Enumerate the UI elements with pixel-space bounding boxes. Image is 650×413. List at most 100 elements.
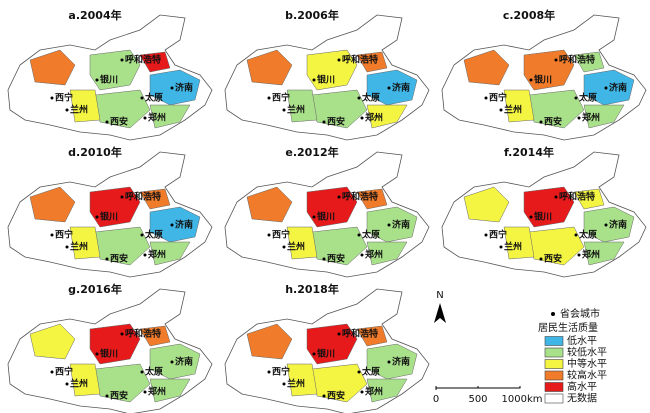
capital-dot xyxy=(120,332,124,336)
region xyxy=(29,323,76,360)
panel-title: d.2010年 xyxy=(68,145,122,159)
region xyxy=(149,378,191,403)
city-label: 银川 xyxy=(100,348,118,360)
capital-dot xyxy=(529,78,533,82)
panel-title: c.2008年 xyxy=(503,8,555,22)
capital-dot xyxy=(337,58,341,62)
city-label: 济南 xyxy=(175,356,193,368)
city-label: 兰州 xyxy=(504,241,522,253)
legend-swatch xyxy=(544,393,564,404)
city-label: 济南 xyxy=(392,219,410,231)
region xyxy=(583,241,625,266)
region xyxy=(286,226,318,260)
city-label: 西宁 xyxy=(489,229,507,241)
city-label: 银川 xyxy=(317,74,335,86)
scale-bar xyxy=(435,386,521,390)
scale-label: 0 xyxy=(433,394,439,405)
legend-swatch xyxy=(544,359,564,369)
city-label: 济南 xyxy=(392,356,410,368)
city-label: 呼和浩特 xyxy=(125,54,161,66)
capital-dot xyxy=(604,86,608,90)
region xyxy=(89,323,141,365)
region xyxy=(306,323,358,365)
city-label: 银川 xyxy=(534,211,552,223)
scale-label: 500 xyxy=(468,394,487,405)
capital-dot xyxy=(95,215,99,219)
city-label: 西安 xyxy=(544,116,562,128)
city-label: 西宁 xyxy=(55,229,73,241)
city-label: 兰州 xyxy=(70,104,88,116)
region xyxy=(523,49,575,91)
capital-dot xyxy=(50,96,54,100)
region xyxy=(583,104,625,129)
capital-dot xyxy=(105,257,109,261)
capital-dot xyxy=(105,394,109,398)
city-label: 西宁 xyxy=(272,229,290,241)
capital-dot xyxy=(484,96,488,100)
city-label: 郑州 xyxy=(148,112,166,124)
capital-dot xyxy=(529,215,533,219)
city-label: 兰州 xyxy=(504,104,522,116)
city-label: 太原 xyxy=(361,366,380,378)
city-label: 太原 xyxy=(361,92,380,104)
panel-title: f.2014年 xyxy=(504,145,554,159)
city-label: 西安 xyxy=(327,390,345,402)
capital-dot xyxy=(312,215,316,219)
capital-dot xyxy=(282,108,286,112)
capital-dot xyxy=(554,58,558,62)
capital-dot xyxy=(120,195,124,199)
region xyxy=(29,186,76,223)
capital-dot xyxy=(143,390,147,394)
capital-dot xyxy=(267,233,271,237)
legend-swatch xyxy=(544,370,564,381)
capital-dot xyxy=(50,370,54,374)
city-label: 西宁 xyxy=(55,366,73,378)
capital-dot xyxy=(357,96,361,100)
capital-dot xyxy=(360,390,364,394)
city-label: 太原 xyxy=(578,229,597,241)
legend-label: 中等水平 xyxy=(567,357,607,370)
capital-dot xyxy=(574,233,578,237)
region xyxy=(503,226,535,260)
scale-label: 1000km xyxy=(502,394,543,405)
capital-dot xyxy=(337,332,341,336)
city-label: 呼和浩特 xyxy=(342,54,378,66)
legend-label: 无数据 xyxy=(567,392,597,405)
city-label: 银川 xyxy=(100,74,118,86)
north-arrow xyxy=(434,303,446,323)
city-label: 银川 xyxy=(534,74,552,86)
region xyxy=(583,206,635,243)
city-label: 呼和浩特 xyxy=(559,191,595,203)
city-label: 郑州 xyxy=(365,249,383,261)
region xyxy=(503,89,535,123)
region xyxy=(89,186,141,228)
city-label: 太原 xyxy=(144,366,163,378)
city-label: 呼和浩特 xyxy=(559,54,595,66)
city-label: 兰州 xyxy=(287,241,305,253)
panel-title: g.2016年 xyxy=(68,282,122,296)
region xyxy=(356,188,388,210)
capital-dot xyxy=(282,245,286,249)
region xyxy=(583,69,635,106)
capital-dot xyxy=(143,253,147,257)
panel-title: h.2018年 xyxy=(285,282,339,296)
capital-dot xyxy=(499,108,503,112)
capital-dot xyxy=(539,120,543,124)
city-label: 郑州 xyxy=(365,386,383,398)
city-label: 西安 xyxy=(110,390,128,402)
region xyxy=(366,241,408,266)
city-label: 西安 xyxy=(110,253,128,265)
city-label: 银川 xyxy=(317,348,335,360)
capital-dot xyxy=(322,120,326,124)
legend-swatch xyxy=(544,382,564,392)
capital-dot xyxy=(143,116,147,120)
region xyxy=(149,206,201,243)
city-label: 呼和浩特 xyxy=(342,191,378,203)
legend-capital-dot xyxy=(551,312,555,316)
legend-label: 高水平 xyxy=(567,380,597,393)
region xyxy=(149,241,191,266)
